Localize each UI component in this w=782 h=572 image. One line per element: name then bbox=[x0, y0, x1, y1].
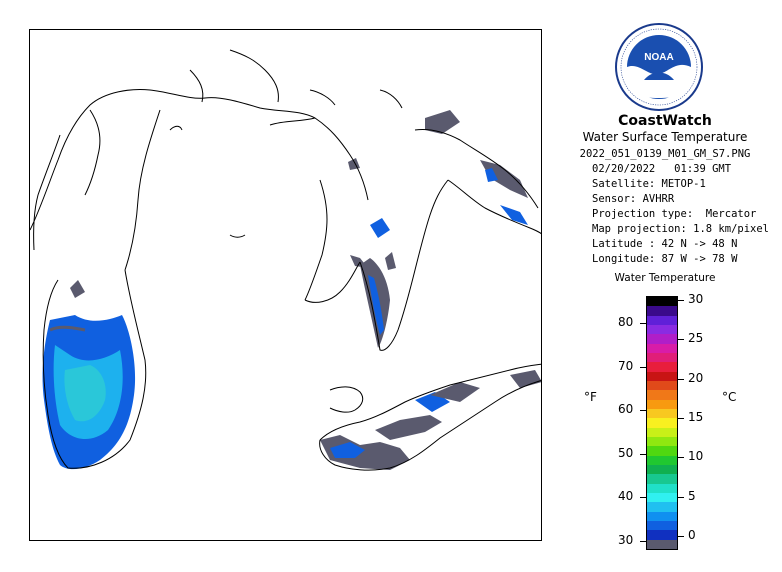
noaa-logo-icon: NOAA bbox=[615, 23, 703, 111]
sensor: Sensor: AVHRR bbox=[592, 193, 675, 205]
fahrenheit-tick-mark bbox=[640, 497, 646, 499]
sst-map bbox=[30, 49, 541, 471]
temperature-colorbar bbox=[646, 296, 678, 550]
datetime: 02/20/2022 01:39 GMT bbox=[592, 163, 732, 175]
unit-celsius: °C bbox=[722, 390, 737, 404]
colorbar-swatch bbox=[647, 474, 677, 485]
fahrenheit-tick-label: 30 bbox=[618, 533, 634, 547]
scale-title: Water Temperature bbox=[614, 272, 716, 284]
fahrenheit-tick-label: 60 bbox=[618, 402, 634, 417]
colorbar-swatch bbox=[647, 502, 677, 513]
logo-text: NOAA bbox=[644, 52, 673, 63]
colorbar-swatch bbox=[647, 381, 677, 391]
lake-huron-sst bbox=[348, 158, 396, 348]
colorbar-swatch bbox=[647, 297, 677, 307]
fahrenheit-tick-label: 50 bbox=[618, 445, 634, 460]
fahrenheit-tick-mark bbox=[640, 541, 646, 542]
fahrenheit-tick-mark bbox=[640, 323, 646, 324]
celsius-tick-label: 15 bbox=[688, 409, 704, 424]
fahrenheit-tick-mark bbox=[640, 410, 646, 412]
product-title: CoastWatch bbox=[618, 113, 712, 129]
georgian-bay-sst bbox=[425, 110, 528, 225]
colorbar-swatch bbox=[647, 399, 677, 410]
celsius-tick-mark bbox=[678, 496, 684, 498]
colorbar-swatch bbox=[647, 334, 677, 345]
celsius-tick-label: 0 bbox=[688, 527, 696, 542]
colorbar-swatch bbox=[647, 539, 677, 549]
colorbar-swatch bbox=[647, 446, 677, 457]
celsius-tick-label: 10 bbox=[688, 449, 704, 464]
filename: 2022_051_0139_M01_GM_S7.PNG bbox=[579, 148, 751, 160]
unit-fahrenheit: °F bbox=[584, 390, 597, 404]
colorbar-swatch bbox=[647, 390, 677, 401]
celsius-tick-mark bbox=[678, 457, 684, 459]
celsius-tick-mark bbox=[678, 300, 684, 301]
colorbar-swatch bbox=[647, 409, 677, 419]
celsius-tick-mark bbox=[678, 417, 684, 419]
fahrenheit-tick-mark bbox=[640, 366, 646, 368]
product-subtitle: Water Surface Temperature bbox=[582, 130, 748, 144]
fahrenheit-tick-mark bbox=[640, 453, 646, 455]
colorbar-swatch bbox=[647, 315, 677, 326]
map-projection: Map projection: 1.8 km/pixel bbox=[592, 223, 770, 235]
colorbar-swatch bbox=[647, 437, 677, 447]
colorbar-swatch bbox=[647, 530, 677, 541]
celsius-tick-label: 5 bbox=[688, 488, 696, 503]
celsius-tick-mark bbox=[678, 339, 684, 341]
colorbar-swatch bbox=[647, 465, 677, 475]
colorbar-swatch bbox=[647, 427, 677, 438]
projection-type: Projection type: Mercator bbox=[592, 208, 757, 220]
latitude-range: Latitude : 42 N -> 48 N bbox=[592, 238, 738, 250]
fahrenheit-tick-label: 40 bbox=[618, 489, 634, 504]
celsius-tick-label: 20 bbox=[688, 370, 704, 385]
colorbar-swatch bbox=[647, 511, 677, 522]
colorbar-swatch bbox=[647, 362, 677, 373]
colorbar-swatch bbox=[647, 493, 677, 503]
colorbar-swatch bbox=[647, 343, 677, 354]
celsius-tick-mark bbox=[678, 535, 684, 537]
colorbar-swatch bbox=[647, 418, 677, 429]
longitude-range: Longitude: 87 W -> 78 W bbox=[592, 253, 738, 265]
colorbar-swatch bbox=[647, 521, 677, 531]
celsius-tick-label: 30 bbox=[688, 292, 704, 306]
colorbar-swatch bbox=[647, 353, 677, 363]
colorbar-swatch bbox=[647, 455, 677, 466]
colorbar-swatch bbox=[647, 483, 677, 494]
lake-michigan-sst bbox=[42, 280, 136, 470]
satellite: Satellite: METOP-1 bbox=[592, 178, 706, 190]
colorbar-swatch bbox=[647, 325, 677, 335]
celsius-tick-mark bbox=[678, 378, 684, 380]
fahrenheit-tick-label: 70 bbox=[618, 358, 634, 373]
coastlines bbox=[30, 49, 541, 471]
map-panel bbox=[29, 29, 542, 541]
lake-erie-sst bbox=[320, 370, 541, 470]
colorbar-swatch bbox=[647, 306, 677, 317]
colorbar-swatch bbox=[647, 371, 677, 382]
fahrenheit-tick-label: 80 bbox=[618, 315, 634, 329]
celsius-tick-label: 25 bbox=[688, 331, 704, 346]
